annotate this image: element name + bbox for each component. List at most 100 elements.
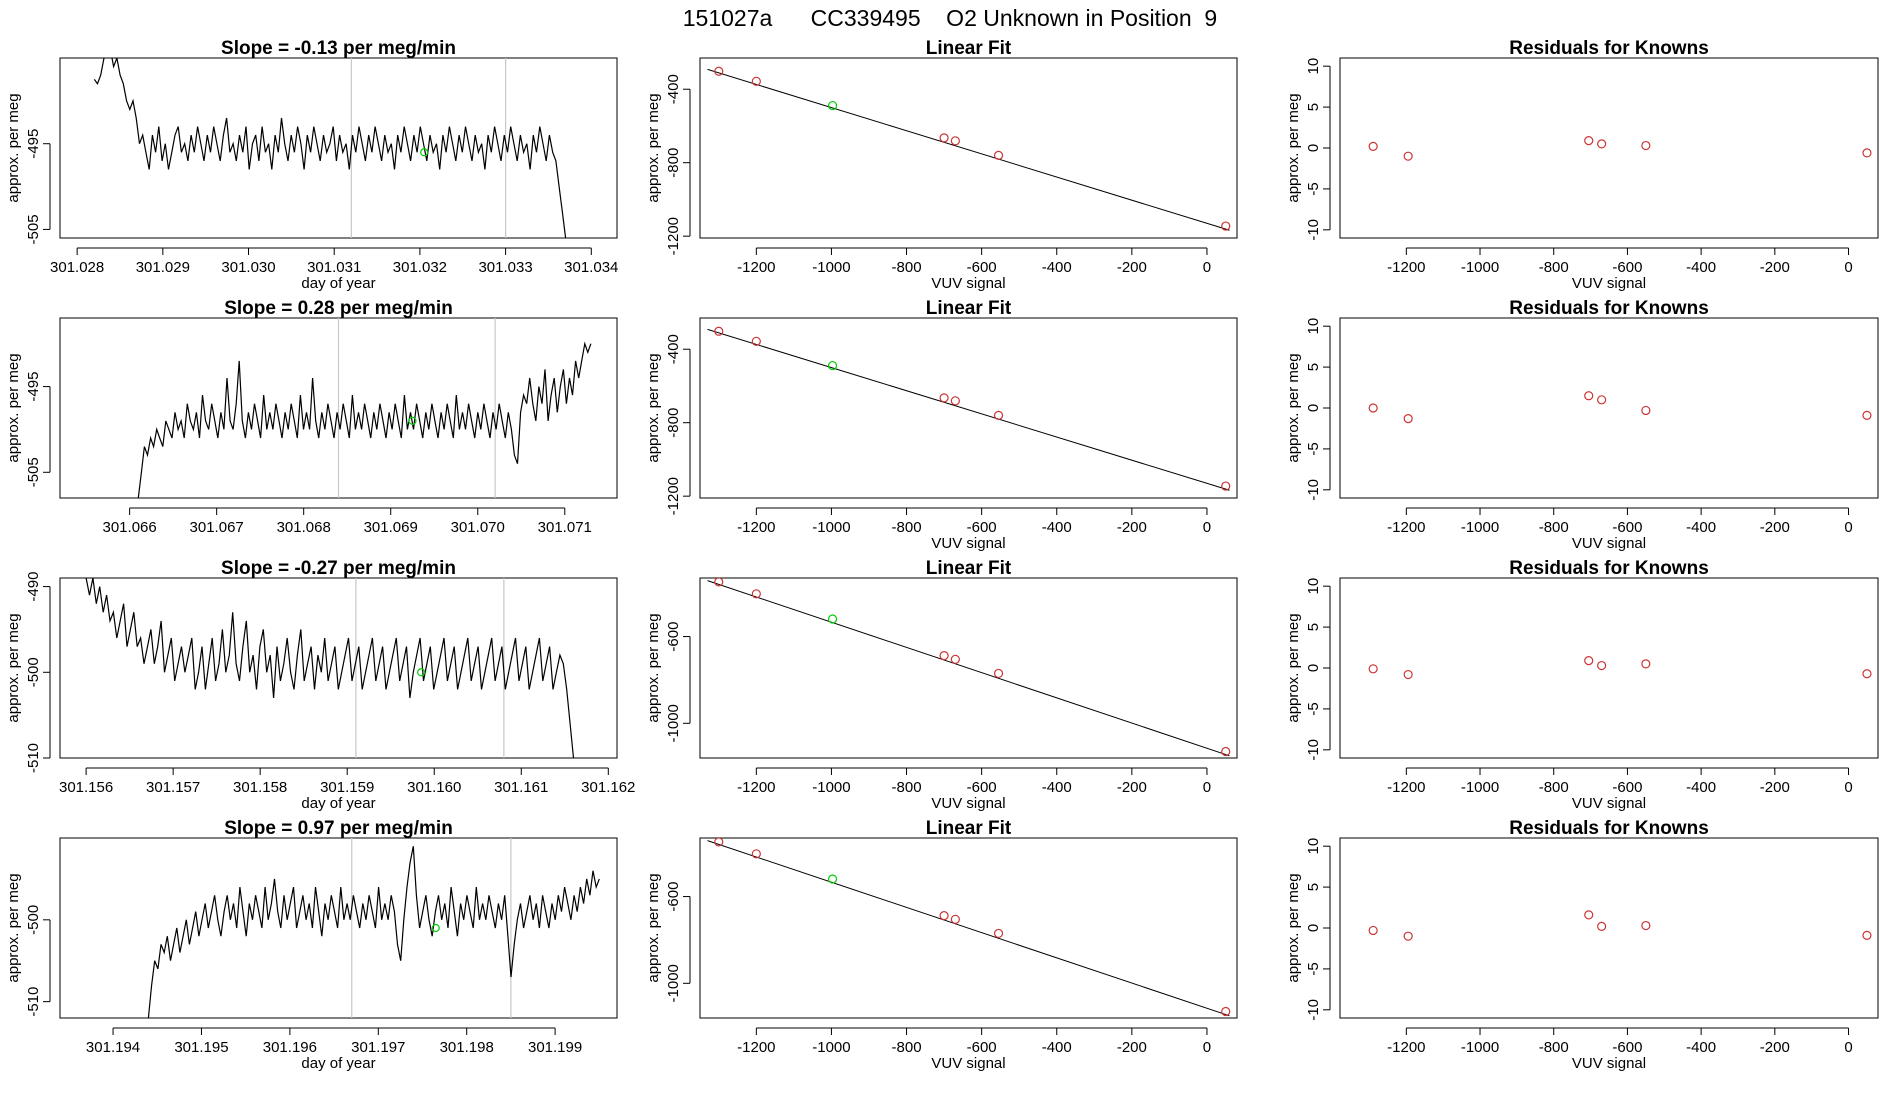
chart-5-y-axis-label: approx. per meg (645, 353, 662, 462)
chart-3-x-tick-label: -1000 (1461, 259, 1499, 276)
chart-5-point (993, 410, 1004, 420)
chart-8: Linear Fit -1200 -1000 -800 -600 -400 -200 0 VUV… (645, 558, 1238, 812)
chart-4-y-tick-label: -495 (25, 372, 42, 402)
panel-grid: Slope = -0.13 per meg/min 301.028 301.029 3… (5, 38, 1879, 1072)
chart-7-series-line (85, 578, 575, 758)
chart-4-x-tick-label: 301.067 (190, 519, 244, 536)
chart-6-x-tick-label: -600 (1612, 519, 1642, 536)
chart-2-frame (699, 57, 1238, 239)
chart-3-point (1641, 140, 1651, 151)
chart-12-point (1862, 930, 1872, 940)
chart-1-y-tick-label: -495 (25, 129, 42, 159)
chart-1-unknown-marker (420, 148, 429, 157)
chart-6: Residuals for Knowns-1200 -1000 -800 -600 -4… (1285, 298, 1879, 552)
chart-4-x-tick-label: 301.071 (538, 519, 592, 536)
chart-9-point (1862, 669, 1872, 679)
chart-3-x-tick-label: 0 (1844, 259, 1852, 276)
chart-7-plot-area (85, 578, 575, 758)
chart-2-x-tick-label: -800 (892, 259, 922, 276)
chart-7-x-axis-label: day of year (301, 795, 375, 812)
chart-6-point (1403, 414, 1413, 424)
chart-1-plot-area (93, 58, 567, 238)
chart-11-title: Linear Fit (926, 818, 1012, 839)
chart-8-point (950, 654, 960, 664)
chart-6-y-tick-label: -10 (1305, 479, 1322, 501)
chart-3-plot-area (1368, 136, 1872, 161)
chart-11-point (1221, 1006, 1231, 1017)
chart-9-point (1641, 659, 1651, 669)
chart-8-x-tick-label: -600 (967, 779, 997, 796)
chart-9-y-tick-label: 10 (1305, 578, 1322, 595)
chart-11-plot-area (707, 838, 1231, 1017)
chart-10-unknown-marker (431, 923, 440, 933)
chart-12-point (1584, 910, 1594, 920)
chart-11-x-axis-label: VUV signal (931, 1055, 1005, 1072)
chart-6-x-tick-label: -1200 (1387, 519, 1425, 536)
chart-11-y-axis-label: approx. per meg (645, 873, 662, 982)
chart-8-x-tick-label: -1200 (737, 779, 775, 796)
chart-9-y-tick-label: -5 (1305, 702, 1322, 715)
chart-9-title: Residuals for Knowns (1509, 558, 1709, 579)
chart-12-y-axis-label: approx. per meg (1285, 873, 1302, 982)
chart-11-x-tick-label: -400 (1042, 1039, 1072, 1056)
chart-6-title: Residuals for Knowns (1509, 298, 1709, 319)
chart-2-x-tick-label: -1200 (737, 259, 775, 276)
chart-5-x-tick-label: 0 (1203, 519, 1211, 536)
chart-8-point (939, 651, 949, 661)
chart-8-x-tick-label: -800 (892, 779, 922, 796)
chart-9-y-tick-label: -10 (1305, 739, 1322, 761)
chart-9-x-tick-label: 0 (1844, 779, 1852, 796)
chart-8-y-tick-label: -600 (665, 622, 682, 652)
chart-1-x-tick-label: 301.030 (221, 259, 275, 276)
chart-5-y-tick-label: -400 (665, 334, 682, 364)
chart-3-point (1862, 148, 1872, 158)
chart-2-fit-line (707, 68, 1230, 231)
chart-1: Slope = -0.13 per meg/min 301.028 301.029 3… (5, 38, 618, 292)
chart-5-x-tick-label: -1000 (812, 519, 850, 536)
chart-1-frame (59, 57, 618, 239)
chart-1-title: Slope = -0.13 per meg/min (221, 38, 456, 59)
chart-12-y-tick-label: 10 (1305, 838, 1322, 855)
chart-12-x-tick-label: 0 (1844, 1039, 1852, 1056)
chart-5: Linear Fit -1200 -1000 -800 -600 -400 -200 0 VUV… (645, 298, 1238, 552)
chart-2-plot-area (707, 66, 1231, 231)
chart-12-x-tick-label: -800 (1539, 1039, 1569, 1056)
chart-12-x-tick-label: -400 (1686, 1039, 1716, 1056)
chart-3-y-tick-label: -10 (1305, 219, 1322, 241)
page-title: 151027a CC339495 O2 Unknown in Position … (683, 5, 1217, 31)
chart-11-point (714, 838, 724, 847)
chart-11-point (751, 849, 761, 859)
chart-12-x-tick-label: -600 (1612, 1039, 1642, 1056)
chart-12: Residuals for Knowns-1200 -1000 -800 -600 -4… (1285, 818, 1879, 1072)
chart-9-x-tick-label: -600 (1612, 779, 1642, 796)
chart-10-title: Slope = 0.97 per meg/min (224, 818, 453, 839)
chart-6-x-tick-label: -1000 (1461, 519, 1499, 536)
chart-7-y-tick-label: -500 (25, 657, 42, 687)
chart-5-frame (699, 317, 1238, 499)
chart-6-y-tick-label: -5 (1305, 442, 1322, 455)
chart-3-x-tick-label: -400 (1686, 259, 1716, 276)
chart-12-title: Residuals for Knowns (1509, 818, 1709, 839)
chart-3-point (1584, 136, 1594, 146)
chart-11-unknown-point (827, 874, 838, 884)
chart-5-title: Linear Fit (926, 298, 1012, 319)
chart-7: Slope = -0.27 per meg/min 301.156 301.157 3… (5, 558, 635, 812)
chart-3-point (1368, 141, 1378, 151)
chart-1-x-tick-label: 301.028 (50, 259, 104, 276)
chart-9-point (1597, 660, 1607, 671)
chart-10-frame (59, 837, 618, 1019)
chart-8-x-tick-label: 0 (1203, 779, 1211, 796)
chart-2-y-tick-label: -1200 (665, 217, 682, 255)
chart-1-x-tick-label: 301.034 (564, 259, 618, 276)
chart-5-point (950, 396, 960, 406)
chart-8-frame (699, 577, 1238, 759)
chart-5-x-tick-label: -400 (1042, 519, 1072, 536)
chart-2-point (751, 76, 761, 86)
chart-7-x-tick-label: 301.159 (320, 779, 374, 796)
chart-7-unknown-marker (417, 668, 426, 677)
chart-7-x-tick-label: 301.160 (407, 779, 461, 796)
chart-4-x-tick-label: 301.068 (277, 519, 331, 536)
chart-3: Residuals for Knowns-1200 -1000 -800 -600 -4… (1285, 38, 1879, 292)
chart-2-point (714, 66, 724, 76)
